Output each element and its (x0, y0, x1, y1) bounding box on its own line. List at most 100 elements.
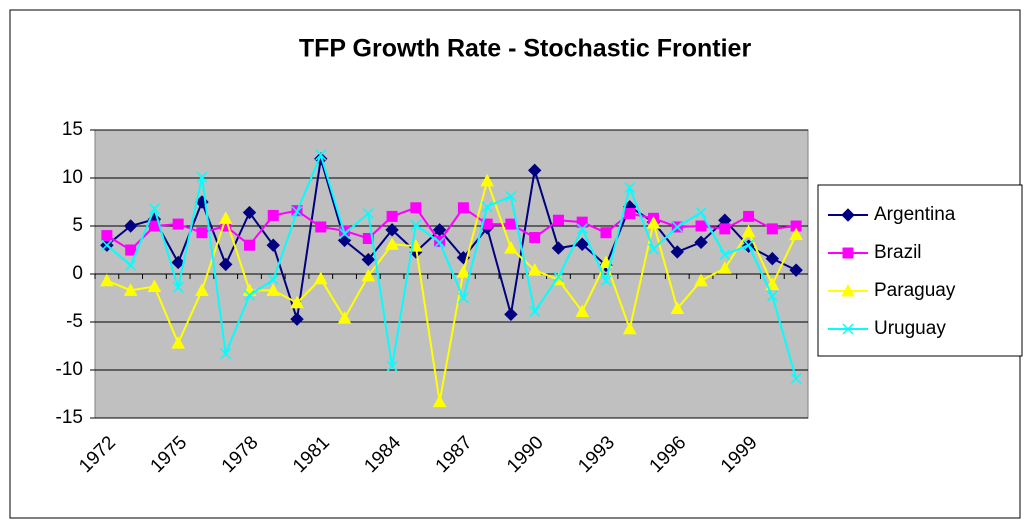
data-point (600, 275, 612, 287)
legend-marker (842, 247, 854, 259)
data-point (529, 232, 541, 244)
data-point (267, 274, 279, 286)
data-point (505, 218, 517, 230)
data-point (171, 336, 186, 349)
data-point (267, 209, 279, 221)
data-point (789, 227, 803, 241)
data-point (766, 290, 778, 302)
data-point (695, 207, 707, 219)
legend-label: Paraguay (874, 280, 956, 301)
data-point (575, 237, 589, 251)
data-point (196, 171, 208, 183)
data-point (789, 263, 803, 277)
data-point (624, 182, 636, 194)
data-point (671, 221, 683, 233)
chart-title: TFP Growth Rate - Stochastic Frontier (299, 35, 752, 63)
series-line (106, 177, 798, 402)
y-tick-label: 0 (72, 263, 83, 284)
y-tick-label: 15 (62, 119, 83, 140)
data-point (147, 279, 162, 292)
data-point (148, 203, 160, 215)
data-point (171, 255, 185, 270)
data-point (505, 190, 517, 202)
data-point (432, 223, 447, 237)
series-line (106, 152, 798, 379)
data-point (362, 207, 374, 220)
data-point (242, 205, 257, 220)
y-tick-label: 5 (72, 215, 83, 236)
data-point (527, 163, 542, 178)
data-point (219, 257, 233, 272)
data-point (695, 220, 707, 232)
data-point (266, 283, 281, 296)
data-point (196, 227, 208, 239)
data-point (600, 227, 612, 239)
data-point (766, 223, 778, 235)
data-point (410, 202, 422, 214)
data-point (432, 394, 447, 408)
data-point (125, 259, 137, 271)
data-point (575, 304, 590, 317)
data-point (457, 292, 469, 304)
data-point (743, 210, 755, 222)
data-point (765, 251, 780, 266)
data-point (741, 224, 756, 238)
data-point (101, 230, 113, 242)
data-point (243, 289, 256, 301)
data-point (123, 219, 138, 233)
y-tick-label: -5 (66, 311, 83, 332)
data-point (527, 263, 542, 276)
data-point (529, 305, 541, 317)
data-point (172, 281, 184, 293)
data-point (313, 271, 328, 285)
y-tick-label: -15 (56, 407, 83, 428)
legend-label: Argentina (874, 204, 956, 225)
data-point (410, 219, 422, 231)
data-point (504, 307, 518, 322)
data-point (719, 223, 731, 235)
data-point (339, 228, 351, 240)
data-point (670, 245, 684, 259)
legend-marker (841, 208, 855, 222)
data-point (386, 210, 398, 222)
data-point (195, 283, 209, 296)
data-point (315, 149, 327, 161)
data-point (362, 232, 374, 244)
data-point (457, 202, 469, 214)
data-point (599, 255, 613, 268)
data-point (315, 221, 327, 233)
data-point (765, 277, 780, 291)
data-point (743, 239, 755, 251)
data-point (266, 238, 280, 252)
legend-label: Uruguay (874, 318, 946, 339)
data-point (386, 360, 398, 372)
data-point (290, 295, 304, 309)
data-point (385, 237, 399, 250)
data-point (361, 268, 376, 282)
data-point (719, 249, 731, 261)
data-point (552, 271, 564, 283)
data-point (125, 244, 137, 256)
data-point (647, 243, 660, 255)
data-point (694, 235, 708, 250)
data-point (291, 206, 303, 218)
legend-label: Brazil (874, 242, 922, 263)
data-point (694, 273, 708, 287)
legend-marker (841, 283, 855, 297)
data-point (670, 301, 685, 315)
data-point (552, 214, 564, 226)
data-point (646, 216, 661, 229)
data-point (123, 283, 138, 296)
data-point (220, 348, 232, 360)
data-point (480, 173, 494, 187)
data-point (790, 373, 802, 385)
y-tick-label: 10 (62, 167, 83, 188)
data-point (218, 211, 233, 224)
data-point (243, 239, 255, 251)
data-point (622, 321, 637, 335)
data-point (551, 241, 566, 255)
data-point (717, 261, 732, 274)
data-point (504, 241, 518, 254)
data-point (290, 312, 304, 326)
